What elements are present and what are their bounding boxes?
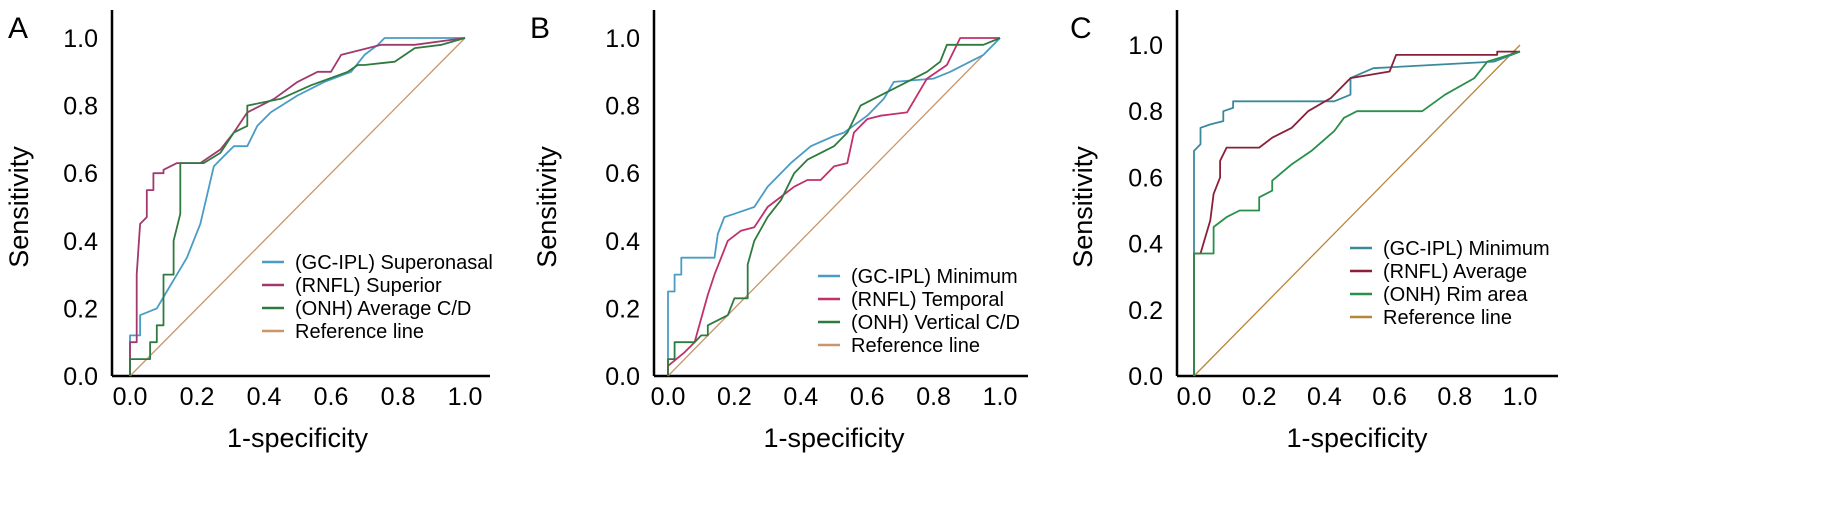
y-tick-label: 0.2 <box>1128 297 1163 325</box>
y-tick-label: 0.8 <box>605 93 640 121</box>
roc-panel-a: A 0.0 0.2 0.4 0.6 0.8 1.0 0.0 0.2 0.4 0.6 0.8 1.0 1-s… <box>4 10 493 453</box>
y-tick-label: 1.0 <box>63 25 98 53</box>
series-line-onh-average-c-d <box>129 37 466 376</box>
series-line-gc-ipl-superonasal <box>129 37 465 376</box>
x-tick-label: 0.0 <box>113 383 148 411</box>
y-tick-label: 0.4 <box>63 228 98 256</box>
x-tick-label: 0.4 <box>1307 383 1342 411</box>
y-tick-label: 0.2 <box>63 295 98 323</box>
series-line-gc-ipl-minimum <box>667 37 1001 376</box>
y-tick-label: 0.4 <box>1128 231 1163 259</box>
y-axis-title: Sensitivity <box>532 146 562 268</box>
y-axis-title: Sensitivity <box>1068 146 1098 268</box>
legend: (GC-IPL) Superonasal(RNFL) Superior(ONH)… <box>262 252 493 343</box>
x-tick-label: 1.0 <box>448 383 483 411</box>
x-tick-label: 1.0 <box>983 383 1018 411</box>
series-line-onh-vertical-c-d <box>667 37 1001 376</box>
x-tick-label: 1.0 <box>1503 383 1538 411</box>
series-line-rnfl-temporal <box>667 37 1000 376</box>
legend-label: Reference line <box>851 335 980 357</box>
series-line-onh-rim-area <box>1193 50 1521 376</box>
y-tick-label: 0.0 <box>605 363 640 391</box>
x-tick-label: 0.6 <box>1372 383 1407 411</box>
y-tick-label: 0.2 <box>605 295 640 323</box>
x-axis-title: 1-specificity <box>763 423 905 453</box>
legend-label: Reference line <box>295 321 424 343</box>
x-tick-label: 0.4 <box>247 383 282 411</box>
y-tick-label: 0.4 <box>605 228 640 256</box>
y-tick-label: 0.6 <box>63 160 98 188</box>
y-axis-title: Sensitivity <box>4 146 34 268</box>
x-tick-label: 0.0 <box>651 383 686 411</box>
legend-label: Reference line <box>1383 307 1512 329</box>
roc-panel-c: C 0.0 0.2 0.4 0.6 0.8 1.0 0.0 0.2 0.4 0.6 0.8 1.0 1-s… <box>1068 10 1558 453</box>
legend-label: (GC-IPL) Minimum <box>1383 238 1550 260</box>
y-tick-label: 0.8 <box>1128 98 1163 126</box>
y-tick-label: 1.0 <box>1128 32 1163 60</box>
legend-label: (GC-IPL) Minimum <box>851 266 1018 288</box>
y-tick-label: 0.0 <box>63 363 98 391</box>
legend-label: (RNFL) Superior <box>295 275 442 297</box>
y-tick-label: 1.0 <box>605 25 640 53</box>
y-tick-label: 0.8 <box>63 93 98 121</box>
y-tick-label: 0.0 <box>1128 363 1163 391</box>
series-line-reference-line <box>1193 44 1521 377</box>
x-tick-label: 0.2 <box>180 383 215 411</box>
x-tick-label: 0.8 <box>916 383 951 411</box>
panel-letter: B <box>530 12 550 45</box>
x-tick-label: 0.8 <box>381 383 416 411</box>
legend-label: (ONH) Average C/D <box>295 298 471 320</box>
legend-label: (GC-IPL) Superonasal <box>295 252 493 274</box>
legend: (GC-IPL) Minimum(RNFL) Temporal(ONH) Ver… <box>818 266 1020 357</box>
roc-panel-b: B 0.0 0.2 0.4 0.6 0.8 1.0 0.0 0.2 0.4 0.6 0.8 1.0 1-s… <box>530 10 1028 453</box>
series-line-rnfl-average <box>1193 50 1520 376</box>
x-tick-label: 0.6 <box>314 383 349 411</box>
x-tick-label: 0.6 <box>850 383 885 411</box>
legend-label: (RNFL) Temporal <box>851 289 1004 311</box>
x-axis-title: 1-specificity <box>227 423 369 453</box>
legend: (GC-IPL) Minimum(RNFL) Average(ONH) Rim … <box>1350 238 1550 329</box>
x-tick-label: 0.2 <box>717 383 752 411</box>
legend-label: (RNFL) Average <box>1383 261 1527 283</box>
x-tick-label: 0.4 <box>783 383 818 411</box>
y-tick-label: 0.6 <box>1128 164 1163 192</box>
legend-label: (ONH) Rim area <box>1383 284 1528 306</box>
panel-letter: A <box>8 12 28 45</box>
x-tick-label: 0.2 <box>1242 383 1277 411</box>
x-axis-title: 1-specificity <box>1286 423 1428 453</box>
series-line-reference-line <box>667 37 1001 377</box>
y-tick-label: 0.6 <box>605 160 640 188</box>
x-tick-label: 0.0 <box>1177 383 1212 411</box>
series-line-gc-ipl-minimum <box>1193 50 1521 376</box>
series-line-reference-line <box>129 37 466 377</box>
panel-letter: C <box>1070 12 1092 45</box>
x-tick-label: 0.8 <box>1437 383 1472 411</box>
legend-label: (ONH) Vertical C/D <box>851 312 1020 334</box>
